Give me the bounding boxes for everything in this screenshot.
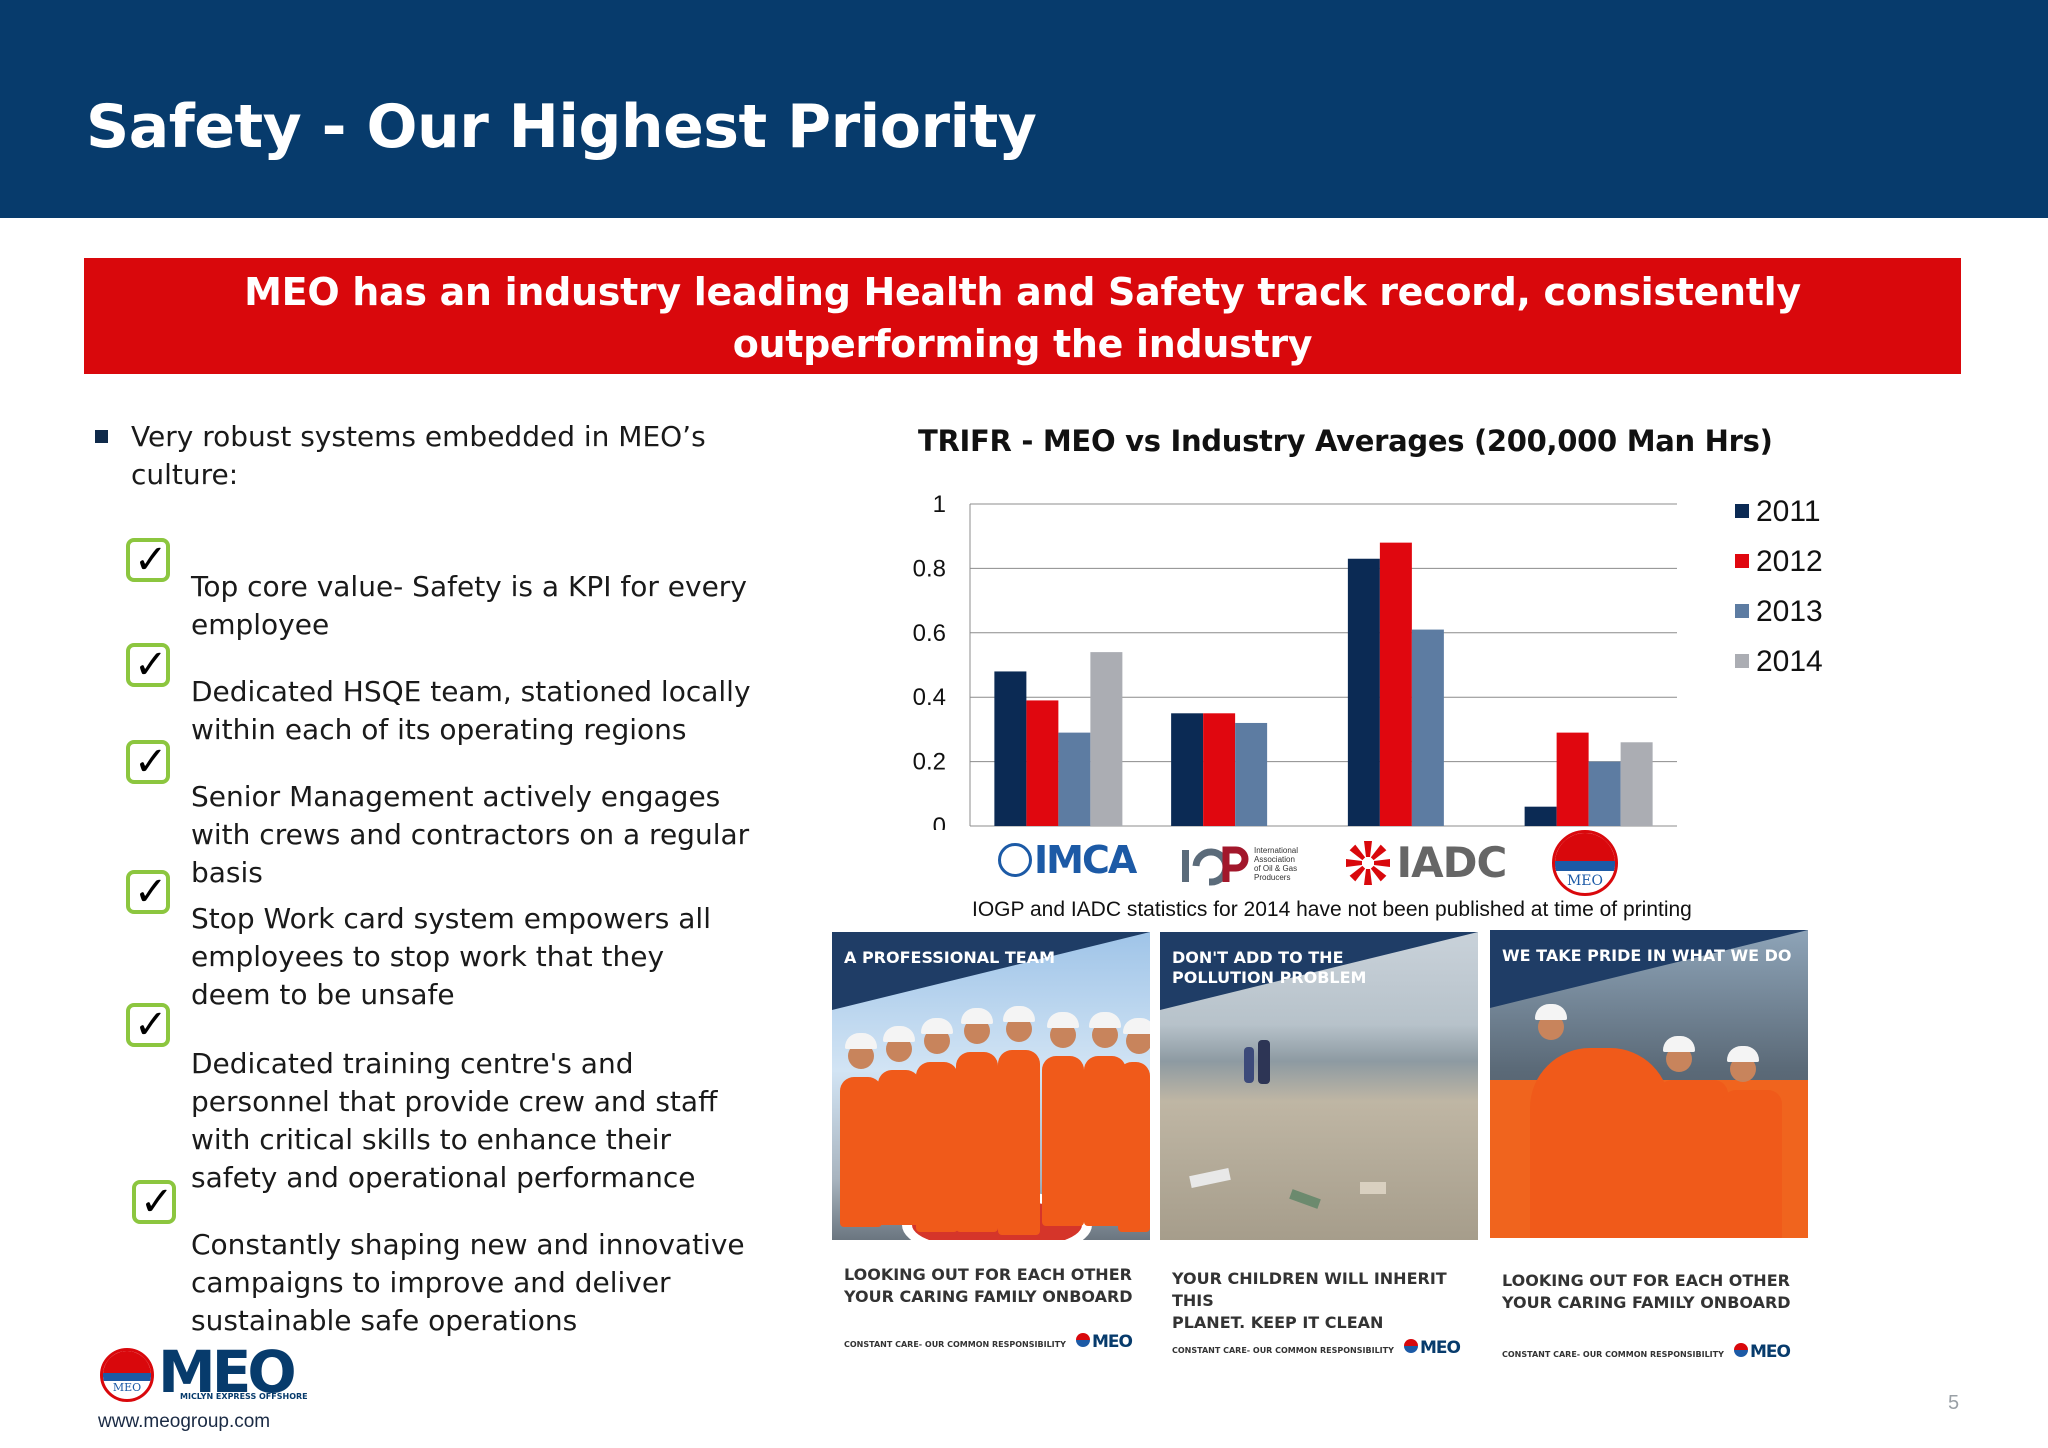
checkbox-icon: ✓: [126, 869, 170, 915]
checkbox-icon: ✓: [126, 642, 170, 688]
poster-meo-logo: MEO: [1734, 1342, 1791, 1362]
chart-title: TRIFR - MEO vs Industry Averages (200,00…: [918, 424, 1773, 458]
checkbox-icon: ✓: [126, 1002, 170, 1048]
bar-2013-meo: [1588, 761, 1621, 826]
bar-2013-iadc: [1411, 629, 1444, 826]
poster-meo-logo: MEO: [1076, 1332, 1133, 1352]
poster-footer: CONSTANT CARE- OUR COMMON RESPONSIBILITY: [844, 1340, 1066, 1349]
banner-line-1: MEO has an industry leading Health and S…: [244, 270, 1801, 366]
poster-heading: WE TAKE PRIDE IN WHAT WE DO: [1502, 946, 1792, 965]
slide-header: Safety - Our Highest Priority: [0, 0, 2048, 218]
poster-meo-logo: MEO: [1404, 1338, 1461, 1358]
meo-badge-logo: MEO: [1552, 830, 1618, 896]
bar-2012-iogp: [1203, 713, 1236, 826]
slide-title: Safety - Our Highest Priority: [86, 92, 1037, 162]
bar-2012-iadc: [1379, 542, 1412, 826]
checkbox-icon: ✓: [126, 739, 170, 785]
legend-swatch: [1735, 654, 1749, 668]
poster-footer: CONSTANT CARE- OUR COMMON RESPONSIBILITY: [1502, 1350, 1724, 1359]
globe-icon: [998, 842, 1032, 877]
legend-label: 2013: [1756, 595, 1823, 628]
banner-line-2: LTIR and TRIFR benchmarks: [729, 374, 1316, 418]
poster-heading: DON'T ADD TO THE POLLUTION PROBLEM: [1172, 948, 1367, 987]
poster-caption: LOOKING OUT FOR EACH OTHER YOUR CARING F…: [844, 1265, 1133, 1306]
y-tick-label: 0: [933, 813, 946, 830]
poster-heading: A PROFESSIONAL TEAM: [844, 948, 1056, 967]
bar-2014-meo: [1620, 742, 1653, 826]
crew-closeup-photo: [1490, 930, 1808, 1238]
campaign-poster-team: A PROFESSIONAL TEAM LOOKING OUT FOR EACH…: [832, 932, 1150, 1372]
poster-caption: LOOKING OUT FOR EACH OTHER YOUR CARING F…: [1502, 1271, 1791, 1312]
check-item-text: Dedicated HSQE team, stationed locally w…: [191, 675, 751, 746]
legend-label: 2012: [1756, 545, 1823, 578]
legend-swatch: [1735, 554, 1749, 568]
legend-swatch: [1735, 604, 1749, 618]
bar-2012-imca: [1026, 700, 1059, 826]
poster-footer: CONSTANT CARE- OUR COMMON RESPONSIBILITY: [1172, 1346, 1394, 1355]
square-bullet-icon: [95, 430, 108, 443]
iogp-logo-mark: [1182, 846, 1249, 886]
bar-2013-imca: [1058, 732, 1091, 826]
legend-label: 2014: [1756, 645, 1823, 678]
check-item-text: Senior Management actively engages with …: [191, 780, 750, 889]
check-item-text: Stop Work card system empowers all emplo…: [191, 902, 711, 1011]
lead-bullet: Very robust systems embedded in MEO’s cu…: [90, 418, 730, 494]
bar-2014-imca: [1090, 652, 1123, 826]
checkbox-icon: ✓: [126, 537, 170, 583]
legend-swatch: [1735, 504, 1749, 518]
page-number: 5: [1948, 1392, 1960, 1414]
imca-logo: IMCA: [998, 838, 1137, 906]
legend-label: 2011: [1756, 495, 1821, 528]
bar-2011-iadc: [1347, 558, 1380, 826]
check-item-text: Dedicated training centre's and personne…: [191, 1047, 718, 1194]
iadc-logo: IADC: [1344, 838, 1507, 906]
iadc-star-icon: [1346, 840, 1390, 885]
poster-caption: YOUR CHILDREN WILL INHERIT THIS PLANET. …: [1172, 1269, 1447, 1332]
lead-bullet-text: Very robust systems embedded in MEO’s cu…: [131, 420, 706, 491]
trifr-bar-chart: 0 0.2 0.4 0.6 0.8 1 2011 2012 2013 2014: [913, 491, 1823, 830]
iogp-subtitle: International Association of Oil & Gas P…: [1254, 846, 1299, 882]
campaign-poster-pride: WE TAKE PRIDE IN WHAT WE DO LOOKING OUT …: [1490, 930, 1808, 1370]
y-tick-label: 0.4: [913, 684, 946, 711]
iogp-logo: [1182, 846, 1252, 914]
check-item-text: Constantly shaping new and innovative ca…: [191, 1228, 745, 1337]
bar-2013-iogp: [1235, 722, 1268, 826]
meo-badge-icon: MEO: [100, 1348, 154, 1402]
checkbox-icon: ✓: [132, 1179, 176, 1225]
bar-2011-imca: [994, 671, 1027, 826]
y-tick-label: 0.6: [913, 620, 946, 647]
y-tick-label: 1: [933, 491, 946, 518]
chart-footnote: IOGP and IADC statistics for 2014 have n…: [972, 898, 1692, 921]
check-item-text: Top core value- Safety is a KPI for ever…: [191, 570, 747, 641]
bar-2012-meo: [1556, 732, 1589, 826]
bar-2011-meo: [1524, 806, 1557, 826]
campaign-poster-pollution: DON'T ADD TO THE POLLUTION PROBLEM YOUR …: [1160, 932, 1478, 1372]
website-url[interactable]: www.meogroup.com: [98, 1411, 271, 1432]
y-tick-label: 0.2: [913, 749, 946, 776]
y-tick-label: 0.8: [913, 555, 946, 582]
headline-banner: MEO has an industry leading Health and S…: [84, 258, 1961, 418]
bar-2011-iogp: [1171, 713, 1204, 826]
